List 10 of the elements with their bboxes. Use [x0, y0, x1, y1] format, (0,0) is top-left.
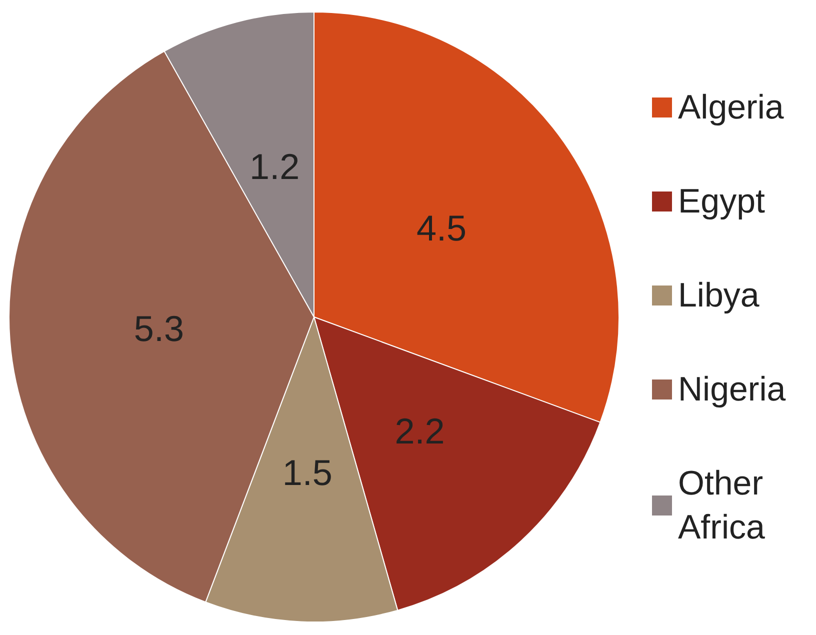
legend-label: Egypt [678, 182, 766, 220]
data-label: 1.2 [250, 146, 300, 188]
legend-label: Other Africa [678, 464, 772, 546]
data-label: 4.5 [416, 208, 467, 249]
data-label: 2.2 [394, 410, 445, 452]
data-label: 5.3 [134, 308, 184, 350]
legend-label: Libya [678, 276, 760, 314]
legend-label: Algeria [678, 88, 784, 126]
legend-label: Nigeria [678, 370, 786, 408]
data-label: 1.5 [282, 452, 332, 493]
